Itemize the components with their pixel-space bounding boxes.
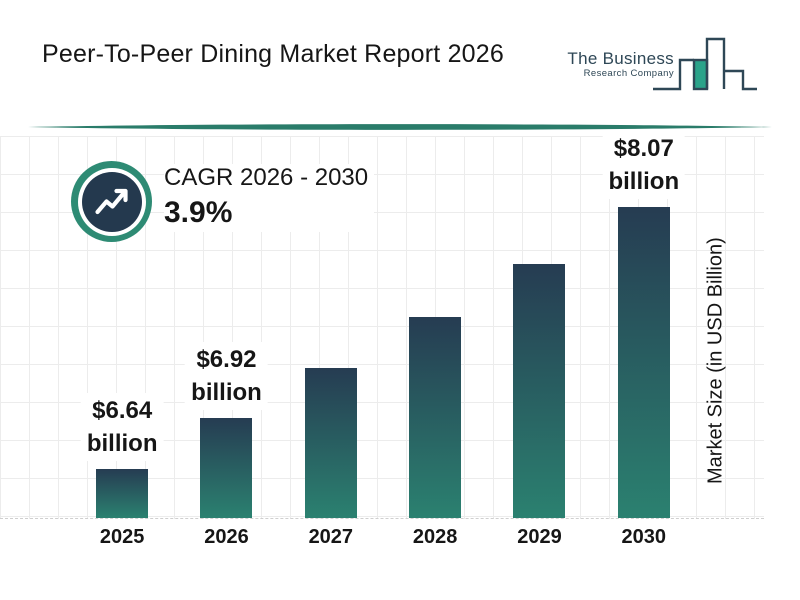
page-title: Peer-To-Peer Dining Market Report 2026 — [42, 40, 504, 68]
logo-name: The Business — [567, 49, 674, 68]
bar-value-label-2026: $6.92 billion — [185, 342, 268, 410]
bar-column-2027 — [279, 136, 383, 518]
bar-column-2029 — [487, 136, 591, 518]
chart-plot-area: $6.64 billion $6.92 billion $8.07 billion — [0, 131, 764, 519]
y-axis-title: Market Size (in USD Billion) — [704, 237, 727, 485]
cagr-badge-inner — [81, 171, 142, 232]
bar-2026 — [200, 418, 253, 518]
logo-text: The Business Research Company — [567, 50, 674, 79]
bar-column-2026: $6.92 billion — [174, 136, 278, 518]
x-tick-2028: 2028 — [412, 526, 458, 548]
bar-value-label-2030: $8.07 billion — [602, 131, 686, 199]
logo-subname: Research Company — [583, 67, 674, 79]
cagr-badge-ring — [77, 167, 146, 236]
logo-barchart-icon — [653, 37, 757, 91]
bar-column-2030: $8.07 billion — [592, 131, 696, 518]
bar-2028 — [409, 317, 462, 518]
bar-column-2025: $6.64 billion — [70, 136, 174, 518]
x-tick-2030: 2030 — [621, 526, 667, 548]
x-tick-2025: 2025 — [99, 526, 145, 548]
cagr-value: 3.9% — [164, 196, 233, 229]
header-divider — [28, 124, 772, 130]
trending-up-icon — [94, 188, 128, 215]
bars: $6.64 billion $6.92 billion $8.07 billion — [70, 131, 696, 518]
bar-2030 — [617, 207, 670, 518]
x-tick-2027: 2027 — [308, 526, 354, 548]
bar-2025 — [96, 469, 149, 518]
cagr-badge — [71, 161, 152, 242]
x-tick-2029: 2029 — [517, 526, 562, 548]
cagr-label: CAGR 2026 - 2030 — [164, 164, 369, 191]
company-logo: The Business Research Company — [558, 24, 764, 100]
cagr-text-block: CAGR 2026 - 2030 3.9% — [164, 164, 375, 232]
bar-column-2028 — [383, 136, 487, 518]
bar-2029 — [513, 264, 566, 518]
x-axis-ticks: 2025 2026 2027 2028 2029 2030 — [70, 526, 696, 549]
x-tick-2026: 2026 — [204, 526, 249, 548]
bar-value-label-2025: $6.64 billion — [80, 393, 164, 461]
bar-2027 — [304, 368, 357, 518]
